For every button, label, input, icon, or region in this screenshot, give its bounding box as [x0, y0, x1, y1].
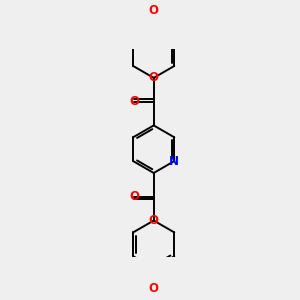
Text: O: O [149, 4, 159, 16]
Text: O: O [129, 190, 139, 203]
Text: O: O [129, 95, 139, 108]
Text: N: N [169, 154, 179, 168]
Text: O: O [149, 214, 159, 227]
Text: O: O [149, 71, 159, 84]
Text: O: O [149, 282, 159, 295]
